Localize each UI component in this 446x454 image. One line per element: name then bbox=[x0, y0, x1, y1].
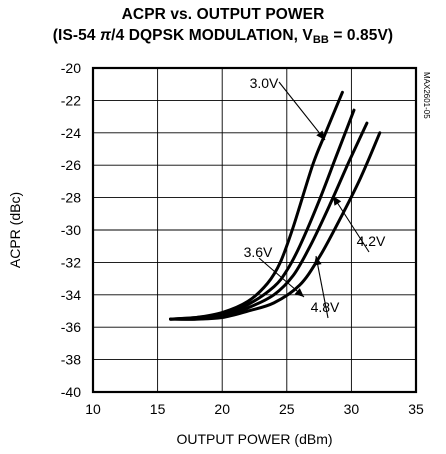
y-tick-label: -22 bbox=[61, 92, 81, 108]
subtitle-suffix: = 0.85V) bbox=[328, 27, 394, 44]
grid-lines bbox=[93, 68, 416, 392]
subtitle-prefix: (IS-54 bbox=[52, 27, 101, 44]
y-tick-label: -36 bbox=[61, 319, 81, 335]
annotation-arrowhead bbox=[333, 196, 342, 206]
series-label: 4.2V bbox=[357, 233, 386, 249]
y-tick-label: -28 bbox=[61, 190, 81, 206]
series-label: 4.8V bbox=[311, 299, 340, 315]
y-tick-label: -40 bbox=[61, 384, 81, 400]
curve-annotations: 3.0V 3.6V 4.2V 4.8V bbox=[239, 74, 390, 319]
data-curves bbox=[169, 90, 382, 321]
annotation-leader bbox=[258, 257, 305, 298]
x-tick-label: 15 bbox=[150, 401, 166, 417]
annotation-arrowhead bbox=[294, 288, 304, 297]
annotation-arrowhead bbox=[313, 256, 322, 266]
annotation-leader bbox=[315, 255, 329, 319]
y-axis-label: ACPR (dBc) bbox=[7, 192, 23, 268]
series-curve-3-6v bbox=[169, 108, 356, 321]
subtitle-mid: /4 DQPSK MODULATION, V bbox=[111, 27, 313, 44]
part-number-watermark: MAX2601-05 bbox=[422, 72, 431, 119]
y-tick-label: -24 bbox=[61, 125, 81, 141]
chart-subtitle: (IS-54 π/4 DQPSK MODULATION, VBB = 0.85V… bbox=[0, 27, 446, 46]
x-tick-label: 30 bbox=[344, 401, 360, 417]
annotation-backdrop bbox=[352, 232, 390, 250]
series-curve-4-8v bbox=[169, 131, 382, 321]
x-tick-label: 10 bbox=[85, 401, 101, 417]
chart-title: ACPR vs. OUTPUT POWER bbox=[121, 6, 325, 23]
plot-frame bbox=[91, 66, 418, 394]
series-label: 3.6V bbox=[244, 244, 273, 260]
annotation-backdrop bbox=[239, 243, 277, 261]
y-tick-label: -26 bbox=[61, 157, 81, 173]
x-tick-label: 20 bbox=[214, 401, 230, 417]
series-label: 3.0V bbox=[250, 75, 279, 91]
tick-labels: 10 15 20 25 30 35 -20 -22 -24 -26 -28 -30 -32 -34 -36 -… bbox=[61, 60, 424, 417]
x-tick-label: 35 bbox=[408, 401, 424, 417]
annotation-leader bbox=[278, 81, 326, 141]
y-tick-label: -30 bbox=[61, 222, 81, 238]
annotation-arrowhead bbox=[316, 130, 325, 140]
x-axis-label: OUTPUT POWER (dBm) bbox=[176, 431, 332, 447]
x-tick-label: 25 bbox=[279, 401, 295, 417]
y-tick-label: -38 bbox=[61, 352, 81, 368]
subtitle-pi: π bbox=[100, 27, 112, 44]
annotation-leader bbox=[332, 195, 370, 253]
annotation-backdrop bbox=[306, 298, 344, 316]
y-tick-label: -32 bbox=[61, 254, 81, 270]
annotation-backdrop bbox=[245, 74, 283, 92]
y-tick-label: -34 bbox=[61, 287, 81, 303]
subtitle-subscript: BB bbox=[312, 34, 329, 46]
y-tick-label: -20 bbox=[61, 60, 81, 76]
